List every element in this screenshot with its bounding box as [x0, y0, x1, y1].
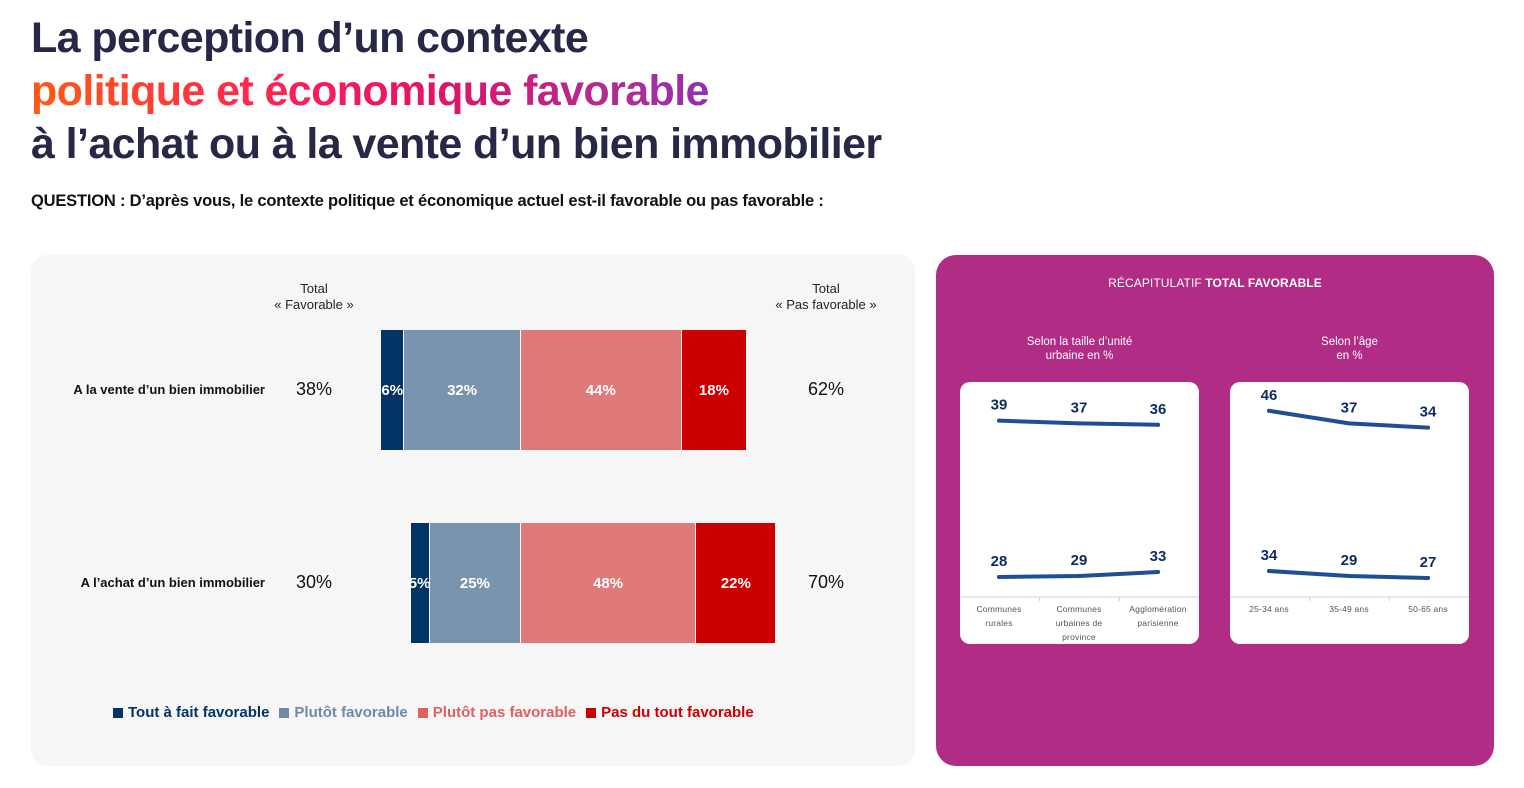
line-chart-card-urban: 39 37 36 28 29 33 Communes rurales Communes urbai… — [960, 382, 1199, 644]
series-point — [1156, 570, 1160, 574]
bar-segment-label: 25% — [459, 574, 490, 592]
data-label: 33 — [1150, 548, 1167, 565]
data-label: 34 — [1261, 547, 1278, 564]
bar-segment-label: 6% — [381, 381, 404, 399]
data-label: 29 — [1341, 552, 1358, 569]
category-label-line: 50-65 ans — [1408, 604, 1448, 614]
data-label: 36 — [1150, 401, 1167, 418]
data-label: 39 — [991, 397, 1008, 414]
legend-item-plutot-pas: Plutôt pas favorable — [417, 704, 577, 721]
total-favorable-value: 38% — [295, 379, 333, 399]
question-text: QUESTION : D’après vous, le contexte pol… — [31, 192, 824, 210]
legend-swatch-square-icon — [113, 707, 123, 718]
recap-subtitle-age-line2: en % — [1336, 350, 1363, 362]
category-label-line: parisienne — [1137, 618, 1179, 628]
legend-swatch-square-icon — [279, 707, 290, 718]
bar-segment-label: 48% — [593, 574, 624, 592]
recap-subtitle-urban-line1: Selon la taille d’unité — [1026, 336, 1133, 348]
category-label-line: rurales — [985, 618, 1013, 628]
legend-item-plutot: Plutôt favorable — [279, 704, 408, 721]
bar-segment: 6% — [381, 330, 404, 450]
bar-segment: 25% — [428, 523, 520, 643]
bar-segment-label: 32% — [447, 381, 478, 399]
legend-label: Plutôt pas favorable — [432, 704, 577, 721]
legend-label: Pas du tout favorable — [601, 704, 754, 721]
series-point — [1347, 421, 1351, 426]
category-label-line: province — [1062, 632, 1096, 642]
bar-segment-label: 18% — [698, 381, 729, 399]
legend-item-tout-a-fait: Tout à fait favorable — [113, 704, 269, 721]
category-label-line: Communes — [976, 604, 1022, 614]
legend-label: Tout à fait favorable — [128, 704, 270, 721]
data-label: 46 — [1261, 387, 1278, 404]
total-pas-favorable-value: 62% — [807, 379, 845, 399]
recap-subtitle-age-line1: Selon l’âge — [1321, 336, 1378, 348]
header-total-favorable-line2: « Favorable » — [274, 297, 354, 312]
title-line-1: La perception d’un contexte — [31, 14, 589, 62]
series-point — [1156, 422, 1160, 427]
header-total-favorable: Total « Favorable » — [234, 281, 394, 313]
series-point — [1426, 576, 1430, 580]
x-axis-category-label: Communes urbaines de province — [1039, 602, 1119, 644]
x-axis-category-label: Agglomération parisienne — [1118, 602, 1198, 630]
bar-segment: 48% — [520, 523, 696, 643]
header-total-favorable-line1: Total — [300, 281, 328, 296]
x-axis-category-label: 35-49 ans — [1309, 602, 1389, 616]
series-point — [1426, 425, 1430, 430]
recap-subtitle-urban-line2: urbaine en % — [1045, 350, 1114, 362]
total-favorable-value: 30% — [295, 572, 333, 592]
bar-segment-label: 44% — [585, 381, 616, 399]
bar-segment-label: 22% — [720, 574, 751, 592]
recap-title-bold: TOTAL FAVORABLE — [1205, 276, 1322, 290]
recap-subtitle-urban: Selon la taille d’unité urbaine en % — [960, 335, 1199, 363]
x-axis-category-label: Communes rurales — [959, 602, 1039, 630]
data-label: 34 — [1420, 404, 1437, 421]
bar-segment: 32% — [403, 330, 520, 450]
category-label-line: 25-34 ans — [1249, 604, 1289, 614]
line-chart-card-age: 46 37 34 34 29 27 25-34 ans 35-49 ans 50-65 ans — [1230, 382, 1469, 644]
series-point — [1077, 574, 1081, 578]
data-label: 27 — [1420, 554, 1437, 571]
bar-segment: 5% — [408, 523, 431, 643]
category-label-line: Communes — [1056, 604, 1102, 614]
legend-swatch-square-icon — [417, 707, 428, 718]
category-label-line: Agglomération — [1129, 604, 1187, 614]
series-point — [1267, 569, 1271, 573]
series-point — [1347, 574, 1351, 578]
x-axis-category-label: 25-34 ans — [1229, 602, 1309, 616]
bar-segment: 44% — [520, 330, 681, 450]
series-point — [997, 418, 1001, 423]
recap-subtitle-age: Selon l’âge en % — [1230, 335, 1469, 363]
x-axis-category-label: 50-65 ans — [1388, 602, 1468, 616]
row-label: A l’achat d’un bien immobilier — [80, 575, 265, 590]
data-label: 28 — [991, 553, 1008, 570]
bar-segment-label: 5% — [408, 574, 431, 592]
page-title: La perception d’un contexte politique et… — [31, 12, 882, 171]
bar-segment: 22% — [695, 523, 776, 643]
title-line-2-gradient: politique et économique favorable — [31, 65, 882, 118]
series-point — [1077, 421, 1081, 426]
title-line-3: à l’achat ou à la vente d’un bien immobi… — [31, 120, 882, 168]
bar-segment: 18% — [680, 330, 747, 450]
recap-title: RÉCAPITULATIF TOTAL FAVORABLE — [936, 276, 1494, 290]
header-total-pas-favorable-line1: Total — [812, 281, 840, 296]
bar-legend: Tout à fait favorable Plutôt favorable P… — [113, 704, 754, 721]
line-chart-svg: 46 37 34 34 29 27 — [1230, 387, 1469, 601]
data-label: 37 — [1071, 399, 1088, 416]
legend-label: Plutôt favorable — [294, 704, 408, 721]
row-label: A la vente d’un bien immobilier — [73, 382, 265, 397]
line-chart-svg: 39 37 36 28 29 33 — [960, 397, 1199, 601]
legend-item-pas-du-tout: Pas du tout favorable — [586, 704, 754, 721]
header-total-pas-favorable-line2: « Pas favorable » — [775, 297, 877, 312]
total-pas-favorable-value: 70% — [807, 572, 845, 592]
series-point — [997, 575, 1001, 579]
legend-swatch-square-icon — [586, 707, 597, 718]
category-label-line: 35-49 ans — [1329, 604, 1369, 614]
recap-title-prefix: RÉCAPITULATIF — [1108, 276, 1206, 290]
series-point — [1267, 408, 1271, 413]
data-label: 37 — [1341, 399, 1358, 416]
header-total-pas-favorable: Total « Pas favorable » — [746, 281, 906, 313]
data-label: 29 — [1071, 552, 1088, 569]
category-label-line: urbaines de — [1055, 618, 1103, 628]
